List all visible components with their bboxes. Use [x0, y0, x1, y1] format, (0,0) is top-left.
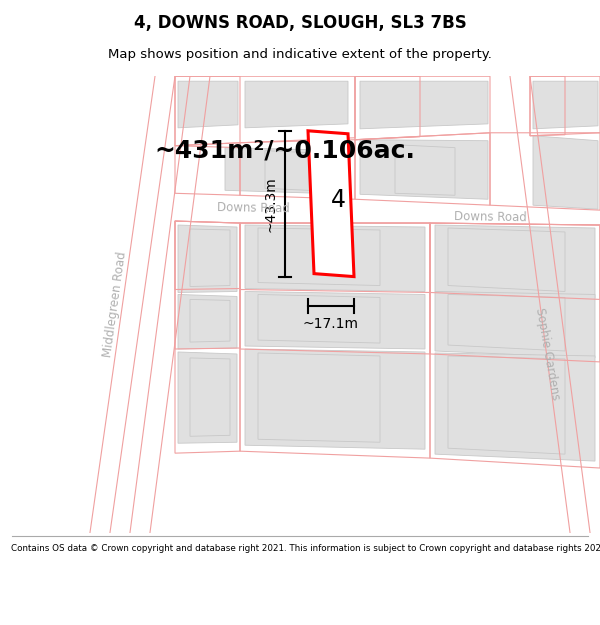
Polygon shape: [245, 81, 348, 128]
Text: Downs Road: Downs Road: [454, 210, 526, 224]
Polygon shape: [533, 136, 598, 209]
Polygon shape: [360, 140, 488, 199]
Polygon shape: [308, 131, 354, 277]
Text: Middlegreen Road: Middlegreen Road: [101, 251, 129, 358]
Polygon shape: [258, 294, 380, 343]
Polygon shape: [435, 291, 595, 358]
Polygon shape: [178, 294, 237, 349]
Polygon shape: [265, 151, 330, 191]
Polygon shape: [245, 291, 425, 349]
Polygon shape: [190, 299, 230, 342]
Polygon shape: [225, 148, 350, 194]
Polygon shape: [448, 228, 565, 291]
Polygon shape: [360, 81, 488, 129]
Polygon shape: [435, 353, 595, 461]
Polygon shape: [258, 228, 380, 286]
Polygon shape: [245, 225, 425, 291]
Polygon shape: [395, 144, 455, 195]
Text: 4: 4: [331, 188, 346, 213]
Text: Contains OS data © Crown copyright and database right 2021. This information is : Contains OS data © Crown copyright and d…: [11, 544, 600, 552]
Polygon shape: [435, 225, 595, 298]
Polygon shape: [178, 352, 237, 443]
Polygon shape: [178, 81, 238, 128]
Polygon shape: [448, 294, 565, 351]
Polygon shape: [258, 353, 380, 442]
Polygon shape: [245, 349, 425, 449]
Polygon shape: [448, 356, 565, 454]
Text: Map shows position and indicative extent of the property.: Map shows position and indicative extent…: [108, 48, 492, 61]
Text: 4, DOWNS ROAD, SLOUGH, SL3 7BS: 4, DOWNS ROAD, SLOUGH, SL3 7BS: [134, 14, 466, 32]
Text: ~43.3m: ~43.3m: [264, 176, 278, 232]
Polygon shape: [533, 81, 598, 129]
Text: Downs Road: Downs Road: [217, 201, 289, 215]
Polygon shape: [190, 229, 230, 286]
Text: ~431m²/~0.106ac.: ~431m²/~0.106ac.: [155, 139, 415, 162]
Polygon shape: [178, 225, 237, 292]
Text: ~17.1m: ~17.1m: [303, 318, 359, 331]
Text: Sophie Gardens: Sophie Gardens: [533, 307, 563, 401]
Polygon shape: [190, 358, 230, 436]
